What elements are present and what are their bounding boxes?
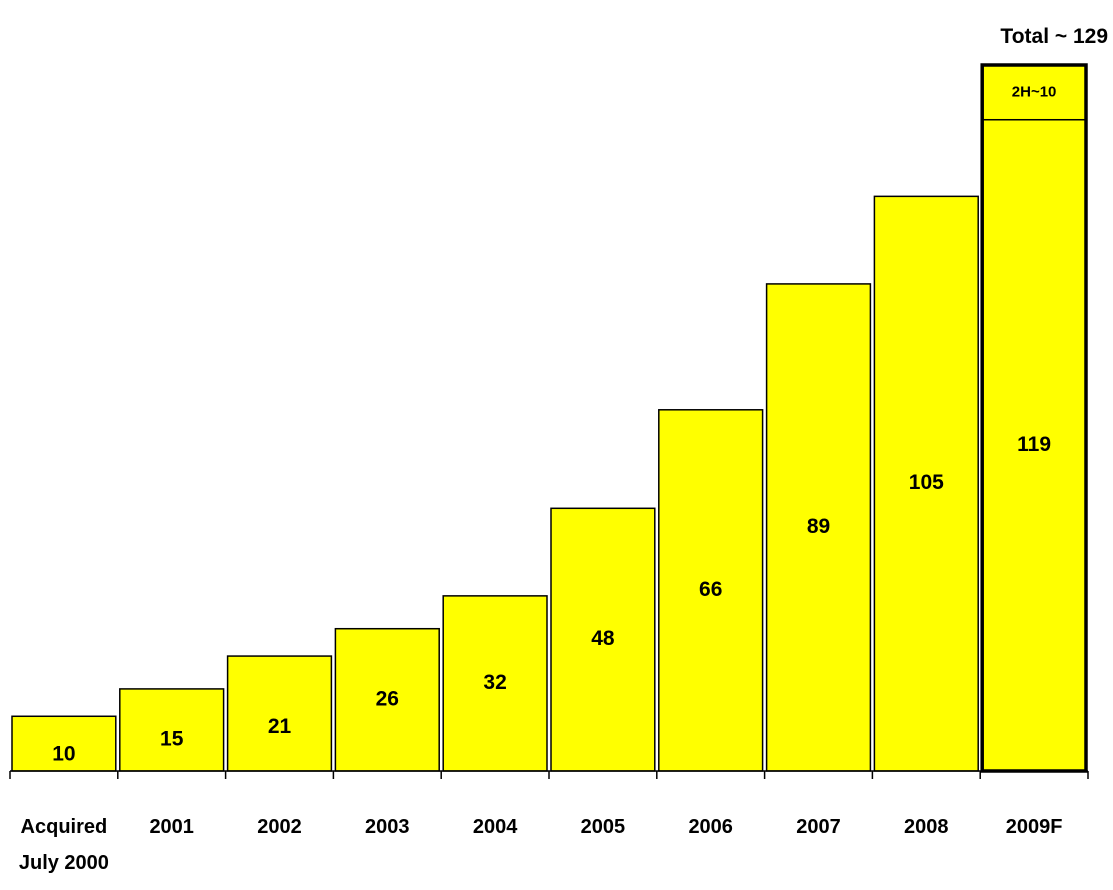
value-label-3: 26 xyxy=(376,687,399,710)
tick-label-8: 2008 xyxy=(904,816,949,838)
value-label-6: 66 xyxy=(699,578,722,601)
bar-8 xyxy=(873,195,979,772)
value-label-5: 48 xyxy=(591,627,615,650)
bar-2 xyxy=(226,655,333,772)
tick-label-6: 2006 xyxy=(688,816,733,838)
tick-label-1: 2001 xyxy=(149,816,194,838)
bar-3 xyxy=(334,627,440,772)
tick-label-9: 2009F xyxy=(1006,816,1063,838)
value-label-8: 105 xyxy=(909,471,944,494)
value-label-4: 32 xyxy=(483,671,506,694)
bar-0 xyxy=(11,715,117,772)
bar-5 xyxy=(550,507,656,772)
tick-label-5: 2005 xyxy=(581,816,626,838)
value-label-7: 89 xyxy=(807,515,830,538)
tick-label-2: 2002 xyxy=(257,816,302,838)
x-axis xyxy=(9,770,1089,779)
x-tick-labels: Acquired July 2000 2001 2002 2003 2004 2005 200… xyxy=(19,816,1063,874)
value-label-2: 21 xyxy=(268,715,292,738)
tick-label-0-0: Acquired xyxy=(21,816,108,838)
value-label-1: 15 xyxy=(160,727,184,750)
top-segment-label: 2H~10 xyxy=(1012,83,1057,100)
value-label-0: 10 xyxy=(52,743,75,766)
tick-label-4: 2004 xyxy=(473,816,518,838)
tick-label-0-1: July 2000 xyxy=(19,852,109,874)
bar-top-segment xyxy=(981,64,1087,121)
total-label: Total ~ 129 xyxy=(1000,25,1108,48)
bars-layer xyxy=(11,63,1088,773)
bar-1 xyxy=(119,688,225,772)
tick-label-3: 2003 xyxy=(365,816,410,838)
bar-4 xyxy=(442,595,548,772)
value-label-9: 119 xyxy=(1017,433,1051,456)
bar-6 xyxy=(658,409,764,772)
tick-label-7: 2007 xyxy=(796,816,841,838)
value-labels-layer: 10 15 21 26 32 48 66 89 105 119 2H~10 xyxy=(52,83,1056,765)
